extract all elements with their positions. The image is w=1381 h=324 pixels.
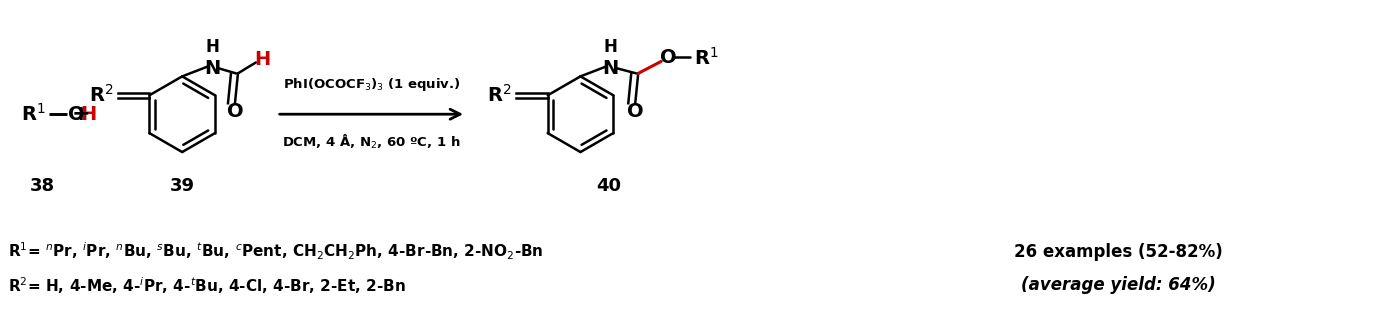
Text: 39: 39	[170, 177, 195, 195]
Text: O: O	[627, 102, 644, 121]
Text: 26 examples (52-82%): 26 examples (52-82%)	[1014, 243, 1222, 260]
Text: R$^1$= $^n$Pr, $^i$Pr, $^n$Bu, $^s$Bu, $^t$Bu, $^c$Pent, CH$_2$CH$_2$Ph, 4-Br-Bn: R$^1$= $^n$Pr, $^i$Pr, $^n$Bu, $^s$Bu, $…	[8, 241, 544, 262]
Text: H: H	[80, 105, 97, 124]
Text: H: H	[254, 50, 271, 69]
Text: (average yield: 64%): (average yield: 64%)	[1021, 276, 1215, 295]
Text: 40: 40	[595, 177, 621, 195]
Text: PhI(OCOCF$_3$)$_3$ (1 equiv.): PhI(OCOCF$_3$)$_3$ (1 equiv.)	[283, 76, 460, 93]
Text: +: +	[72, 104, 90, 124]
Text: N: N	[204, 59, 220, 78]
Text: H: H	[603, 39, 617, 56]
Text: H: H	[206, 39, 220, 56]
Text: N: N	[602, 59, 619, 78]
Text: R$^2$: R$^2$	[487, 84, 512, 106]
Text: R$^1$: R$^1$	[21, 103, 46, 125]
Text: O: O	[660, 48, 677, 67]
Text: R$^2$= H, 4-Me, 4-$^i$Pr, 4-$^t$Bu, 4-Cl, 4-Br, 2-Et, 2-Bn: R$^2$= H, 4-Me, 4-$^i$Pr, 4-$^t$Bu, 4-Cl…	[8, 275, 406, 296]
Text: R$^1$: R$^1$	[695, 47, 718, 68]
Text: O: O	[68, 105, 84, 124]
Text: 38: 38	[30, 177, 55, 195]
Text: DCM, 4 Å, N$_2$, 60 ºC, 1 h: DCM, 4 Å, N$_2$, 60 ºC, 1 h	[282, 133, 461, 151]
Text: R$^2$: R$^2$	[90, 84, 113, 106]
Text: O: O	[226, 102, 243, 121]
